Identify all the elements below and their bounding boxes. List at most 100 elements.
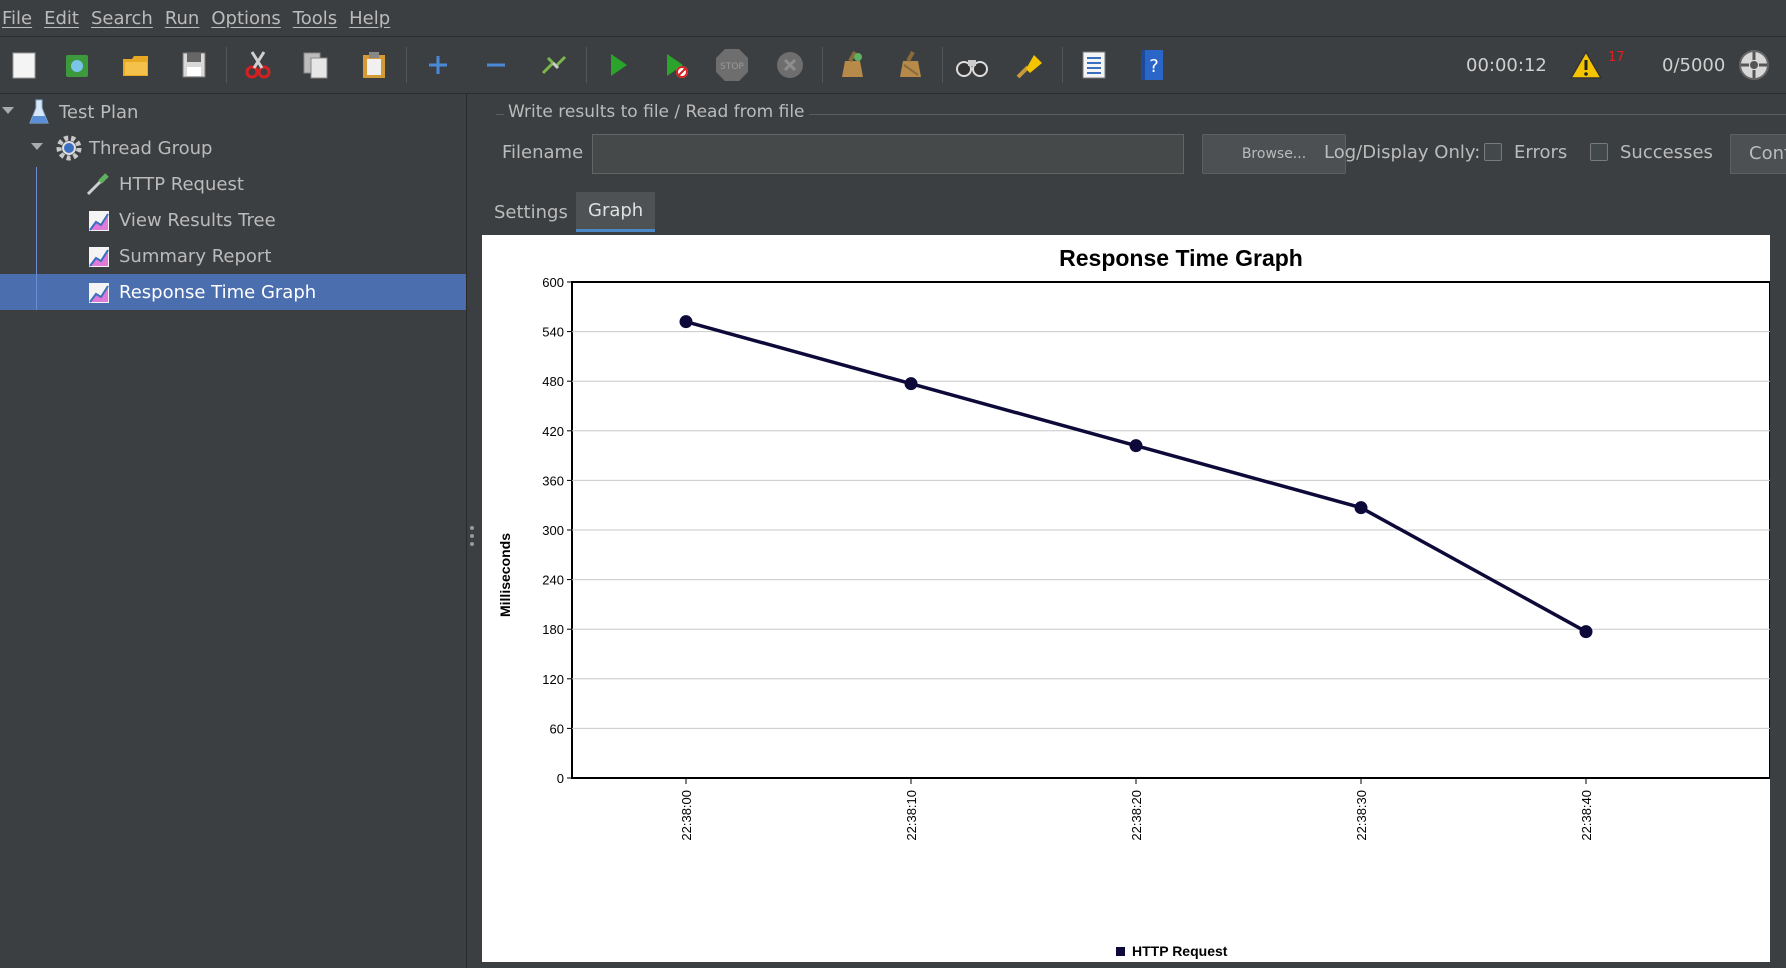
collapse-all-icon[interactable] xyxy=(478,47,514,83)
help-icon[interactable]: ? xyxy=(1134,47,1170,83)
legend-swatch xyxy=(1116,947,1125,956)
browse-button[interactable]: Browse... xyxy=(1202,134,1346,174)
tree-item-view-results-tree[interactable]: View Results Tree xyxy=(0,202,466,238)
y-tick-label: 360 xyxy=(542,473,564,488)
filename-input[interactable] xyxy=(592,134,1184,174)
shutdown-icon[interactable] xyxy=(772,47,808,83)
split-pane-divider[interactable] xyxy=(467,94,477,968)
data-point xyxy=(904,377,918,391)
menu-help[interactable]: Help xyxy=(349,7,391,29)
templates-icon[interactable] xyxy=(60,47,96,83)
tree-item-label: Response Time Graph xyxy=(119,281,317,303)
start-icon[interactable] xyxy=(600,47,636,83)
chart-edge xyxy=(1772,235,1786,962)
listener-graph-icon xyxy=(88,282,110,309)
listener-graph-icon xyxy=(88,210,110,237)
y-tick-label: 180 xyxy=(542,622,564,637)
filename-label: Filename xyxy=(502,142,584,163)
y-tick-label: 240 xyxy=(542,573,564,588)
y-tick-label: 420 xyxy=(542,424,564,439)
menu-file[interactable]: File xyxy=(2,7,33,29)
toolbar: STOP ? 00:00:12 17 0/5000 xyxy=(0,37,1786,94)
clear-all-icon[interactable] xyxy=(892,47,928,83)
function-helper-icon[interactable] xyxy=(1076,47,1112,83)
flask-icon xyxy=(28,98,50,131)
cut-icon[interactable] xyxy=(240,47,276,83)
remote-icon[interactable] xyxy=(1736,47,1772,83)
tree-item-label: Thread Group xyxy=(89,137,213,159)
menu-run[interactable]: Run xyxy=(164,7,200,29)
y-axis-label: Milliseconds xyxy=(497,533,513,617)
series-line-http-request xyxy=(685,319,1587,634)
x-tick-label: 22:38:30 xyxy=(1354,790,1369,841)
search-icon[interactable] xyxy=(954,47,990,83)
menu-bar: File Edit Search Run Options Tools Help xyxy=(0,0,1786,37)
y-tick-label: 0 xyxy=(557,771,564,786)
chart-title: Response Time Graph xyxy=(1059,245,1303,271)
toggle-icon[interactable] xyxy=(536,47,572,83)
reset-search-icon[interactable] xyxy=(1012,47,1048,83)
y-tick-label: 120 xyxy=(542,672,564,687)
configure-button[interactable]: Configure xyxy=(1730,134,1786,174)
y-tick-label: 300 xyxy=(542,523,564,538)
menu-search[interactable]: Search xyxy=(90,7,153,29)
listener-graph-icon xyxy=(88,246,110,273)
y-tick-label: 480 xyxy=(542,374,564,389)
tree-item-http-request[interactable]: HTTP Request xyxy=(0,166,466,202)
expand-all-icon[interactable] xyxy=(420,47,456,83)
data-point xyxy=(1354,501,1368,515)
tree-item-label: View Results Tree xyxy=(119,209,276,231)
x-tick-label: 22:38:40 xyxy=(1579,790,1594,841)
start-no-pauses-icon[interactable] xyxy=(658,47,694,83)
warning-count[interactable]: 17 xyxy=(1608,49,1625,65)
chart-svg: Response Time Graph Milliseconds 0 60 120 1… xyxy=(497,245,1770,959)
elapsed-time: 00:00:12 xyxy=(1466,54,1547,76)
expand-toggle-icon[interactable] xyxy=(2,107,14,114)
y-tick-label: 60 xyxy=(550,721,564,736)
data-point xyxy=(1129,439,1143,453)
tree-item-label: HTTP Request xyxy=(119,173,244,195)
errors-label: Errors xyxy=(1514,142,1568,163)
tree-item-label: Summary Report xyxy=(119,245,272,267)
warning-icon[interactable] xyxy=(1568,47,1604,83)
y-tick-label: 540 xyxy=(542,325,564,340)
tree-item-thread-group[interactable]: Thread Group xyxy=(0,130,466,166)
expand-toggle-icon[interactable] xyxy=(31,143,43,150)
successes-checkbox[interactable] xyxy=(1590,143,1608,161)
response-time-chart: Response Time Graph Milliseconds 0 60 120 1… xyxy=(482,235,1770,962)
x-tick-label: 22:38:00 xyxy=(679,790,694,841)
x-tick-label: 22:38:20 xyxy=(1129,790,1144,841)
copy-icon[interactable] xyxy=(298,47,334,83)
tree-item-response-time-graph[interactable]: Response Time Graph xyxy=(0,274,466,310)
menu-tools[interactable]: Tools xyxy=(292,7,338,29)
thread-count: 0/5000 xyxy=(1662,54,1726,76)
tree-item-test-plan[interactable]: Test Plan xyxy=(0,94,466,130)
gear-icon xyxy=(55,134,83,167)
tree-item-summary-report[interactable]: Summary Report xyxy=(0,238,466,274)
group-border xyxy=(496,114,1786,115)
svg-text:STOP: STOP xyxy=(720,62,744,72)
y-tick-label: 600 xyxy=(542,275,564,290)
x-tick-label: 22:38:10 xyxy=(904,790,919,841)
legend-entry: HTTP Request xyxy=(1132,943,1228,959)
tree-guide-line xyxy=(36,167,37,310)
menu-edit[interactable]: Edit xyxy=(44,7,79,29)
data-point xyxy=(679,315,693,329)
tab-graph[interactable]: Graph xyxy=(576,192,656,232)
pipette-icon xyxy=(85,171,111,202)
file-group-title: Write results to file / Read from file xyxy=(504,102,809,122)
data-point xyxy=(1579,625,1593,639)
tree-item-label: Test Plan xyxy=(59,101,139,123)
menu-options[interactable]: Options xyxy=(211,7,281,29)
svg-text:?: ? xyxy=(1149,56,1159,77)
log-display-label: Log/Display Only: xyxy=(1324,142,1481,163)
paste-icon[interactable] xyxy=(356,47,392,83)
open-icon[interactable] xyxy=(118,47,154,83)
errors-checkbox[interactable] xyxy=(1484,143,1502,161)
clear-icon[interactable] xyxy=(834,47,870,83)
stop-icon[interactable]: STOP xyxy=(714,47,750,83)
save-icon[interactable] xyxy=(176,47,212,83)
successes-label: Successes xyxy=(1620,142,1713,163)
tab-settings[interactable]: Settings xyxy=(494,201,568,223)
new-icon[interactable] xyxy=(6,47,42,83)
